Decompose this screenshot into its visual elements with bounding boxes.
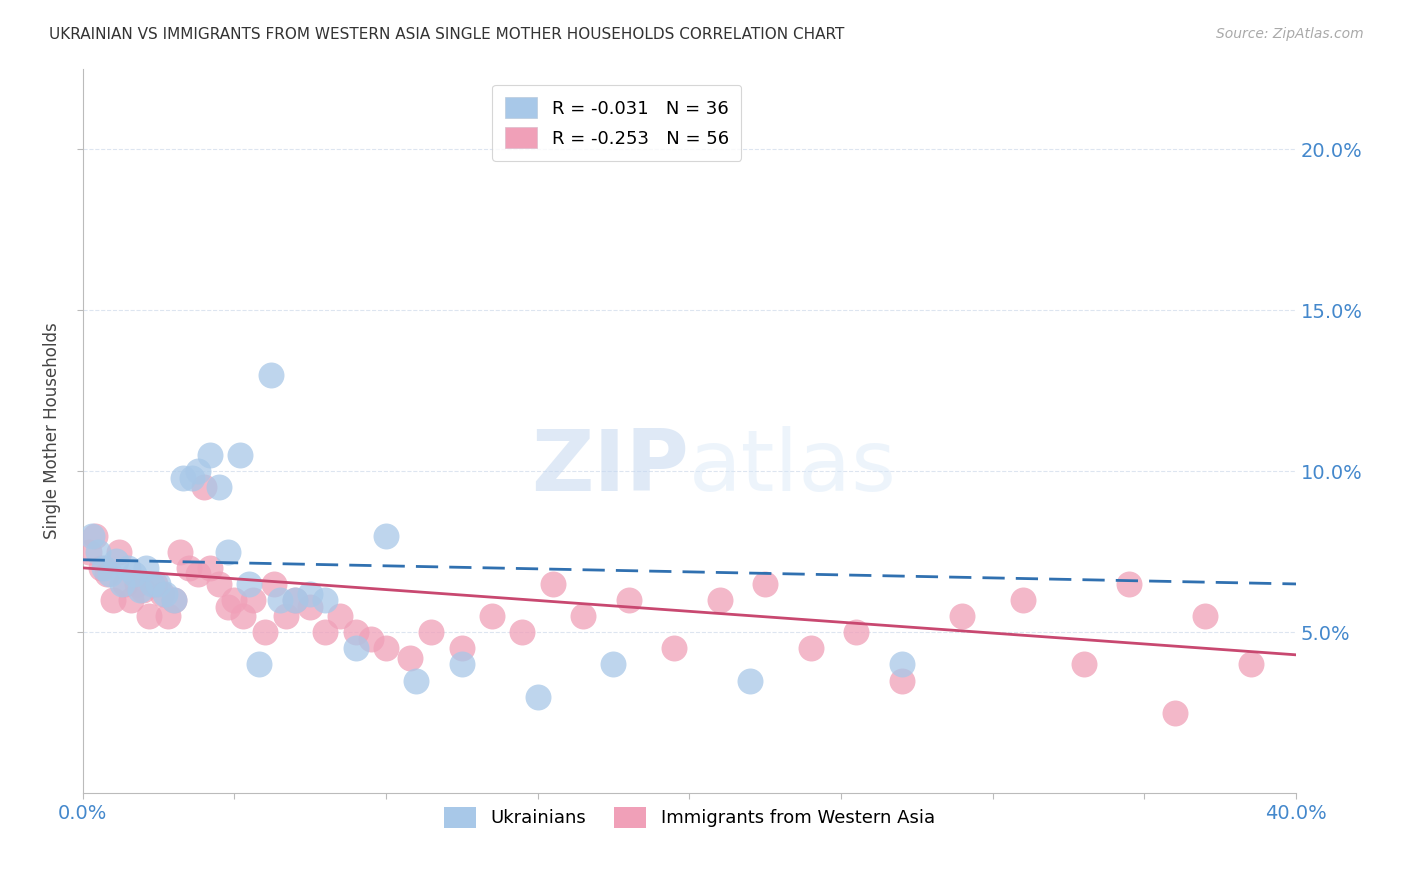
Point: [260, 368, 283, 382]
Point: [284, 593, 307, 607]
Point: [120, 593, 142, 607]
Point: [481, 609, 503, 624]
Point: [111, 577, 134, 591]
Point: [90, 561, 112, 575]
Point: [399, 651, 422, 665]
Point: [232, 609, 254, 624]
Legend: Ukrainians, Immigrants from Western Asia: Ukrainians, Immigrants from Western Asia: [437, 800, 942, 835]
Point: [420, 625, 443, 640]
Text: Source: ZipAtlas.com: Source: ZipAtlas.com: [1216, 27, 1364, 41]
Point: [217, 545, 239, 559]
Point: [284, 593, 307, 607]
Point: [890, 657, 912, 672]
Y-axis label: Single Mother Households: Single Mother Households: [44, 323, 60, 540]
Point: [145, 577, 167, 591]
Point: [1073, 657, 1095, 672]
Point: [187, 464, 209, 478]
Point: [117, 561, 139, 575]
Point: [299, 599, 322, 614]
Point: [512, 625, 534, 640]
Point: [253, 625, 276, 640]
Point: [93, 561, 115, 575]
Point: [617, 593, 640, 607]
Point: [193, 480, 215, 494]
Point: [526, 690, 548, 704]
Point: [172, 470, 194, 484]
Point: [87, 545, 110, 559]
Point: [541, 577, 564, 591]
Point: [96, 567, 118, 582]
Point: [148, 577, 170, 591]
Text: UKRAINIAN VS IMMIGRANTS FROM WESTERN ASIA SINGLE MOTHER HOUSEHOLDS CORRELATION C: UKRAINIAN VS IMMIGRANTS FROM WESTERN ASI…: [49, 27, 845, 42]
Point: [314, 625, 336, 640]
Point: [375, 528, 398, 542]
Point: [127, 577, 149, 591]
Point: [156, 609, 179, 624]
Point: [169, 545, 191, 559]
Point: [105, 554, 128, 568]
Point: [177, 561, 200, 575]
Point: [238, 577, 260, 591]
Point: [135, 561, 157, 575]
Point: [274, 609, 297, 624]
Point: [662, 641, 685, 656]
Point: [269, 593, 291, 607]
Point: [405, 673, 427, 688]
Text: ZIP: ZIP: [531, 425, 689, 508]
Point: [101, 593, 124, 607]
Point: [163, 593, 186, 607]
Point: [754, 577, 776, 591]
Point: [344, 625, 367, 640]
Point: [1163, 706, 1185, 720]
Point: [450, 657, 472, 672]
Point: [98, 567, 121, 582]
Point: [114, 577, 136, 591]
Point: [217, 599, 239, 614]
Point: [80, 528, 103, 542]
Point: [263, 577, 285, 591]
Point: [709, 593, 731, 607]
Point: [1118, 577, 1140, 591]
Point: [1194, 609, 1216, 624]
Point: [122, 567, 145, 582]
Point: [150, 586, 173, 600]
Point: [198, 561, 221, 575]
Point: [198, 448, 221, 462]
Point: [344, 641, 367, 656]
Point: [83, 528, 105, 542]
Point: [229, 448, 252, 462]
Point: [138, 609, 160, 624]
Point: [800, 641, 823, 656]
Point: [141, 577, 163, 591]
Point: [299, 586, 322, 600]
Point: [375, 641, 398, 656]
Point: [77, 545, 100, 559]
Point: [208, 480, 231, 494]
Point: [247, 657, 270, 672]
Point: [108, 545, 131, 559]
Point: [602, 657, 624, 672]
Point: [187, 567, 209, 582]
Point: [950, 609, 973, 624]
Point: [163, 593, 186, 607]
Point: [360, 632, 382, 646]
Point: [890, 673, 912, 688]
Point: [1012, 593, 1035, 607]
Text: atlas: atlas: [689, 425, 897, 508]
Point: [845, 625, 868, 640]
Point: [224, 593, 246, 607]
Point: [329, 609, 352, 624]
Point: [242, 593, 264, 607]
Point: [129, 583, 152, 598]
Point: [1239, 657, 1261, 672]
Point: [450, 641, 472, 656]
Point: [738, 673, 761, 688]
Point: [208, 577, 231, 591]
Point: [572, 609, 595, 624]
Point: [180, 470, 202, 484]
Point: [153, 586, 176, 600]
Point: [132, 583, 155, 598]
Point: [314, 593, 336, 607]
